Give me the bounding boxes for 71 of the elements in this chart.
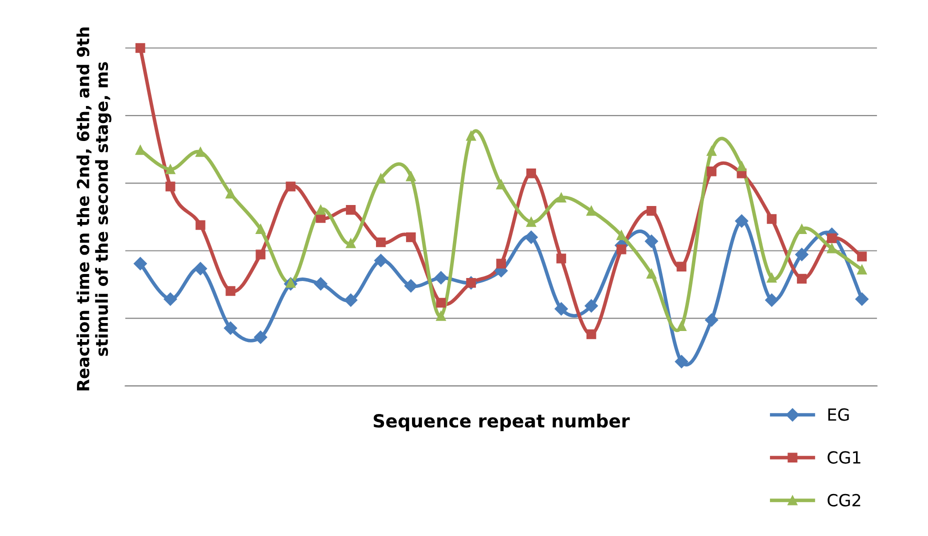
point [796,224,807,234]
point [736,161,747,172]
point [496,258,506,268]
point [466,130,476,141]
x-axis-title: Sequence repeat number [374,414,630,432]
point [496,180,506,190]
legend-label: CG2 [828,494,860,506]
point [765,294,778,307]
point [706,166,716,176]
point [314,277,328,290]
point [344,294,358,307]
point [674,355,688,368]
point [134,257,147,270]
point [226,188,236,198]
point [196,220,206,230]
point [586,329,596,340]
point [286,182,296,192]
legend-label: EG [828,408,849,421]
point [766,272,777,283]
point [706,146,716,156]
point [616,230,626,240]
point [554,302,568,316]
point [166,164,176,174]
point [827,233,837,244]
point [616,244,626,254]
point [524,230,538,244]
point [226,286,236,296]
point [316,205,326,215]
point [646,268,656,279]
point [526,217,536,227]
point [526,168,536,178]
point [135,43,146,53]
point [766,214,777,224]
point [646,206,656,216]
point [406,172,416,182]
point [256,224,266,234]
y-axis-title: Reaction time on the 2nd, 6th, and 9th stimuli of the second stage, ms [76,28,112,390]
point [164,292,177,306]
legend-label: CG1 [828,451,860,464]
point [346,238,356,248]
point [705,313,718,327]
point [855,292,869,306]
point [406,232,416,242]
point [436,311,446,321]
point [644,234,658,248]
point [676,262,686,272]
point [376,174,386,184]
point [796,274,807,284]
point [376,237,386,248]
point [676,321,686,331]
point [196,147,206,157]
point [556,254,566,264]
point [374,254,388,268]
point [556,192,566,203]
point [586,206,596,216]
point [857,252,867,262]
point [256,250,266,260]
point [135,145,146,155]
point [346,205,356,215]
point [584,299,598,312]
point [434,271,448,284]
point [404,279,418,292]
point [827,244,837,254]
point [436,298,446,308]
point [194,262,208,276]
point [254,330,268,344]
point [166,182,176,192]
point [795,248,808,262]
point [857,264,867,275]
point [735,214,748,228]
point [224,322,238,335]
